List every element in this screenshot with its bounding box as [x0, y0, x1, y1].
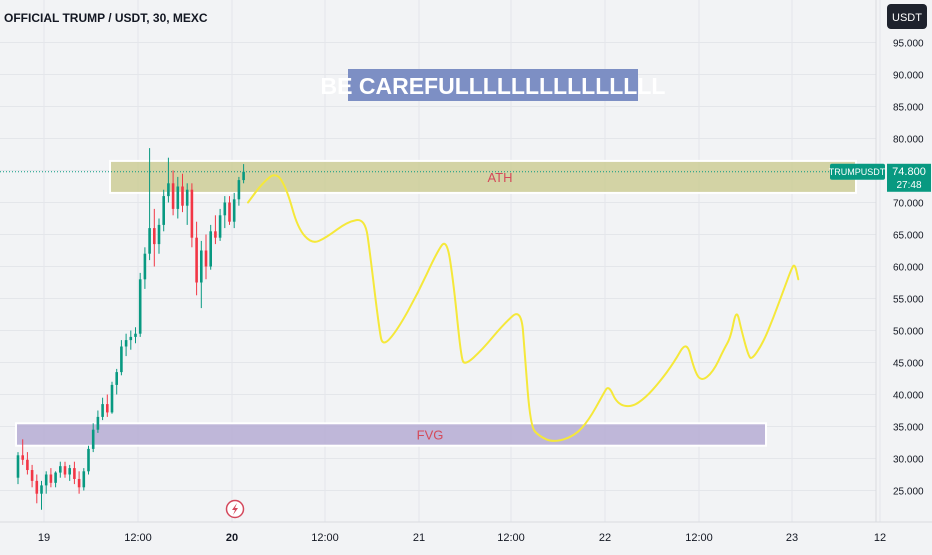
- candle-body: [87, 448, 90, 472]
- candle-body: [44, 474, 48, 486]
- candle-body: [138, 279, 142, 334]
- candle-body: [30, 470, 34, 481]
- x-tick-label: 23: [786, 532, 798, 544]
- x-tick-label: 21: [413, 532, 425, 544]
- x-tick-label: 12:00: [124, 532, 152, 544]
- candle-body: [16, 455, 20, 478]
- x-tick-label: 12: [874, 532, 886, 544]
- candle-body: [106, 404, 109, 413]
- candle-body: [190, 189, 194, 238]
- candle-body: [59, 466, 62, 473]
- x-tick-label: 19: [38, 532, 50, 544]
- y-tick-label: 70.000: [893, 199, 924, 210]
- candle-body: [143, 253, 147, 280]
- symbol-tag-label: TRUMPUSDT: [829, 167, 886, 177]
- candle-body: [181, 186, 184, 206]
- x-tick-label: 20: [226, 532, 238, 544]
- candle-body: [40, 485, 43, 494]
- candle-body: [214, 231, 217, 238]
- y-tick-label: 95.000: [893, 39, 924, 50]
- candle-body: [195, 237, 198, 283]
- y-tick-label: 40.000: [893, 391, 924, 402]
- candle-body: [242, 171, 245, 181]
- ath-zone[interactable]: [109, 159, 857, 194]
- candle-body: [171, 183, 175, 209]
- candle-body: [167, 183, 170, 197]
- candle-body: [82, 471, 86, 488]
- candle-body: [77, 478, 81, 488]
- candle-body: [129, 336, 133, 341]
- candle-body: [35, 480, 39, 494]
- candle-body: [124, 340, 128, 347]
- candle-body: [120, 346, 123, 373]
- last-price-tag: [887, 163, 931, 192]
- candle-body: [228, 202, 231, 222]
- candle-body: [96, 416, 100, 430]
- y-axis[interactable]: 95.00090.00085.00080.00075.00070.00065.0…: [893, 39, 924, 498]
- x-axis[interactable]: 19 12:00 20 12:00 21 12:00 22 12:00 23 12: [38, 532, 886, 544]
- currency-button[interactable]: [887, 4, 927, 29]
- chart-title: OFFICIAL TRUMP / USDT, 30, MEXC: [4, 11, 208, 25]
- x-tick-label: 12:00: [311, 532, 339, 544]
- x-tick-label: 12:00: [685, 532, 713, 544]
- y-tick-label: 50.000: [893, 327, 924, 338]
- candle-body: [157, 224, 161, 245]
- candle-body: [101, 404, 104, 417]
- candle-body: [21, 455, 24, 460]
- candle-body: [153, 228, 156, 245]
- fvg-label: FVG: [417, 428, 444, 443]
- lightning-bolt: [232, 503, 238, 515]
- candle-body: [63, 466, 67, 475]
- candle-body: [68, 468, 71, 475]
- x-tick-label: 22: [599, 532, 611, 544]
- y-tick-label: 55.000: [893, 295, 924, 306]
- candle-body: [26, 459, 29, 471]
- ath-label: ATH: [487, 170, 512, 185]
- warning-banner: [348, 69, 638, 101]
- candle-body: [73, 468, 76, 479]
- y-tick-label: 85.000: [893, 103, 924, 114]
- price-tag: TRUMPUSDT 74.800 27:48: [829, 163, 931, 192]
- y-tick-label: 60.000: [893, 263, 924, 274]
- candle-body: [134, 333, 137, 337]
- y-tick-label: 80.000: [893, 135, 924, 146]
- y-tick-label: 45.000: [893, 359, 924, 370]
- candle-body: [204, 250, 208, 267]
- candle-body: [237, 180, 241, 200]
- y-tick-label: 30.000: [893, 455, 924, 466]
- y-tick-label: 25.000: [893, 487, 924, 498]
- x-tick-label: 12:00: [497, 532, 525, 544]
- candle-body: [54, 472, 57, 483]
- projection-path[interactable]: [247, 174, 800, 442]
- candle-body: [162, 196, 165, 225]
- bar-countdown: 27:48: [896, 180, 921, 191]
- candle-body: [209, 231, 212, 267]
- candle-body: [200, 250, 203, 283]
- candle-body: [232, 199, 236, 222]
- candle-body: [185, 189, 189, 206]
- fvg-zone[interactable]: [15, 422, 767, 447]
- y-tick-label: 65.000: [893, 231, 924, 242]
- candle-body: [49, 474, 53, 483]
- y-tick-label: 35.000: [893, 423, 924, 434]
- candle-body: [218, 215, 222, 238]
- event-marker[interactable]: [225, 499, 245, 519]
- symbol-tag: [830, 163, 885, 180]
- y-tick-label: 90.000: [893, 71, 924, 82]
- candles: [16, 148, 245, 510]
- warning-text: BE CAREFULLLLLLLLLLLLLLL: [321, 73, 666, 99]
- currency-button-label: USDT: [892, 12, 922, 24]
- candle-body: [148, 228, 151, 254]
- last-price-value: 74.800: [892, 166, 926, 178]
- candle-body: [176, 186, 180, 209]
- candle-body: [91, 429, 95, 449]
- candle-body: [110, 384, 114, 413]
- candle-body: [223, 202, 227, 216]
- candle-body: [115, 372, 118, 385]
